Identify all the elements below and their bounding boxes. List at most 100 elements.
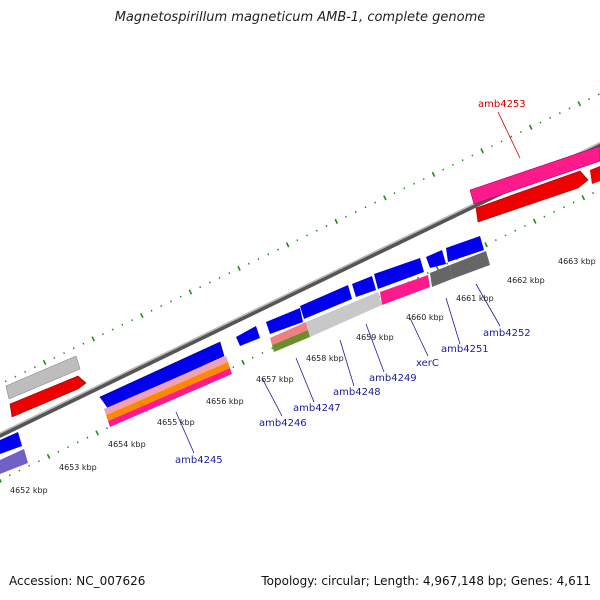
- feature-amb4253-pink[interactable]: [469, 145, 600, 205]
- minor-tick: [33, 366, 36, 369]
- major-tick: [285, 242, 290, 248]
- minor-tick: [101, 333, 104, 336]
- feature-amb4247-green[interactable]: [272, 330, 310, 352]
- feature-amb4245-stripe-b[interactable]: [106, 362, 230, 421]
- feature-amb4245-stripe-c[interactable]: [108, 368, 232, 427]
- feature-amb4245-stripe-a[interactable]: [104, 356, 228, 415]
- label-connectors: [175, 111, 521, 454]
- gene-label-amb4245[interactable]: amb4245: [175, 455, 223, 466]
- major-tick: [581, 195, 586, 201]
- minor-tick: [82, 342, 85, 345]
- gene-label-amb4249[interactable]: amb4249: [369, 373, 417, 384]
- kbp-labels: 4652 kbp 4653 kbp 4654 kbp 4655 kbp 4656…: [10, 257, 596, 495]
- feature-gray-left[interactable]: [5, 355, 81, 400]
- minor-tick: [494, 239, 497, 242]
- minor-tick: [417, 276, 420, 279]
- feature-amb4251-gray[interactable]: [430, 265, 452, 287]
- feature-amb4252[interactable]: [446, 236, 484, 262]
- feature-purple-left[interactable]: [0, 449, 28, 474]
- gene-label-amb4247[interactable]: amb4247: [293, 403, 341, 414]
- gene-labels: amb4253 amb4245 amb4246 amb4247 amb4248 …: [175, 99, 531, 466]
- minor-tick: [504, 234, 507, 237]
- minor-tick: [374, 201, 377, 204]
- minor-tick: [296, 239, 299, 242]
- minor-tick: [597, 93, 600, 96]
- minor-tick: [199, 286, 202, 289]
- major-tick: [431, 171, 436, 177]
- gene-label-amb4246[interactable]: amb4246: [259, 418, 307, 429]
- feature-red-left[interactable]: [9, 375, 87, 418]
- minor-tick: [179, 295, 182, 298]
- minor-tick: [63, 352, 66, 355]
- major-tick: [188, 289, 193, 295]
- minor-tick: [72, 347, 75, 350]
- gene-label-xerC[interactable]: xerC: [416, 358, 439, 369]
- minor-tick: [562, 206, 565, 209]
- minor-tick: [228, 272, 231, 275]
- minor-tick: [218, 276, 221, 279]
- minor-tick: [364, 206, 367, 209]
- minor-tick: [344, 215, 347, 218]
- major-tick: [383, 195, 387, 201]
- minor-tick: [461, 159, 464, 162]
- minor-tick: [325, 225, 328, 228]
- gene-label-amb4251[interactable]: amb4251: [441, 344, 489, 355]
- minor-tick: [514, 229, 517, 232]
- minor-tick: [150, 309, 153, 312]
- minor-tick: [549, 116, 552, 119]
- gene-label-amb4253[interactable]: amb4253: [478, 99, 526, 110]
- feature-amb4247[interactable]: [266, 308, 303, 334]
- minor-tick: [523, 224, 526, 228]
- feature-blue-left[interactable]: [0, 432, 22, 454]
- major-tick: [484, 242, 488, 248]
- feature-amb4248[interactable]: [300, 285, 352, 319]
- kbp-label: 4652 kbp: [10, 486, 48, 495]
- minor-tick: [543, 215, 546, 218]
- minor-tick: [276, 248, 279, 251]
- forward-feature-track: [5, 145, 600, 418]
- minor-tick: [500, 140, 503, 143]
- minor-tick: [568, 107, 571, 110]
- minor-tick: [76, 441, 79, 444]
- minor-tick: [451, 163, 454, 166]
- minor-tick: [57, 450, 60, 453]
- minor-tick: [267, 253, 270, 256]
- major-tick: [0, 478, 2, 483]
- feature-red-right[interactable]: [590, 166, 600, 184]
- minor-tick: [261, 351, 264, 355]
- minor-tick: [446, 262, 449, 265]
- feature-amb4247-stripe[interactable]: [270, 322, 308, 345]
- major-tick: [480, 148, 484, 154]
- major-tick: [95, 430, 100, 436]
- major-tick: [577, 101, 582, 107]
- major-tick: [334, 218, 339, 224]
- feature-xerC[interactable]: [374, 258, 424, 289]
- major-tick: [46, 453, 51, 460]
- gene-label-amb4248[interactable]: amb4248: [333, 387, 381, 398]
- kbp-label: 4661 kbp: [456, 294, 494, 303]
- feature-amb4246[interactable]: [236, 326, 260, 346]
- major-tick: [42, 359, 47, 366]
- gene-label-amb4252[interactable]: amb4252: [483, 328, 531, 339]
- minor-tick: [24, 370, 27, 373]
- major-tick: [91, 336, 96, 342]
- major-tick: [139, 312, 144, 319]
- feature-amb4245[interactable]: [99, 341, 225, 409]
- feature-amb4252-gray[interactable]: [450, 251, 490, 279]
- minor-tick: [592, 192, 595, 195]
- feature-amb4251[interactable]: [426, 250, 446, 268]
- major-tick: [528, 124, 533, 130]
- topology-summary: Topology: circular; Length: 4,967,148 bp…: [261, 574, 591, 588]
- feature-xerC-pink[interactable]: [380, 275, 430, 305]
- minor-tick: [558, 112, 561, 115]
- feature-amb4253-red[interactable]: [475, 170, 589, 223]
- kbp-label: 4658 kbp: [306, 354, 344, 363]
- minor-tick: [247, 262, 250, 265]
- minor-tick: [169, 300, 172, 303]
- kbp-label: 4659 kbp: [356, 333, 394, 342]
- minor-tick: [413, 182, 416, 185]
- feature-amb4248-gray[interactable]: [306, 292, 382, 337]
- feature-amb4249[interactable]: [352, 276, 376, 297]
- minor-tick: [111, 328, 114, 331]
